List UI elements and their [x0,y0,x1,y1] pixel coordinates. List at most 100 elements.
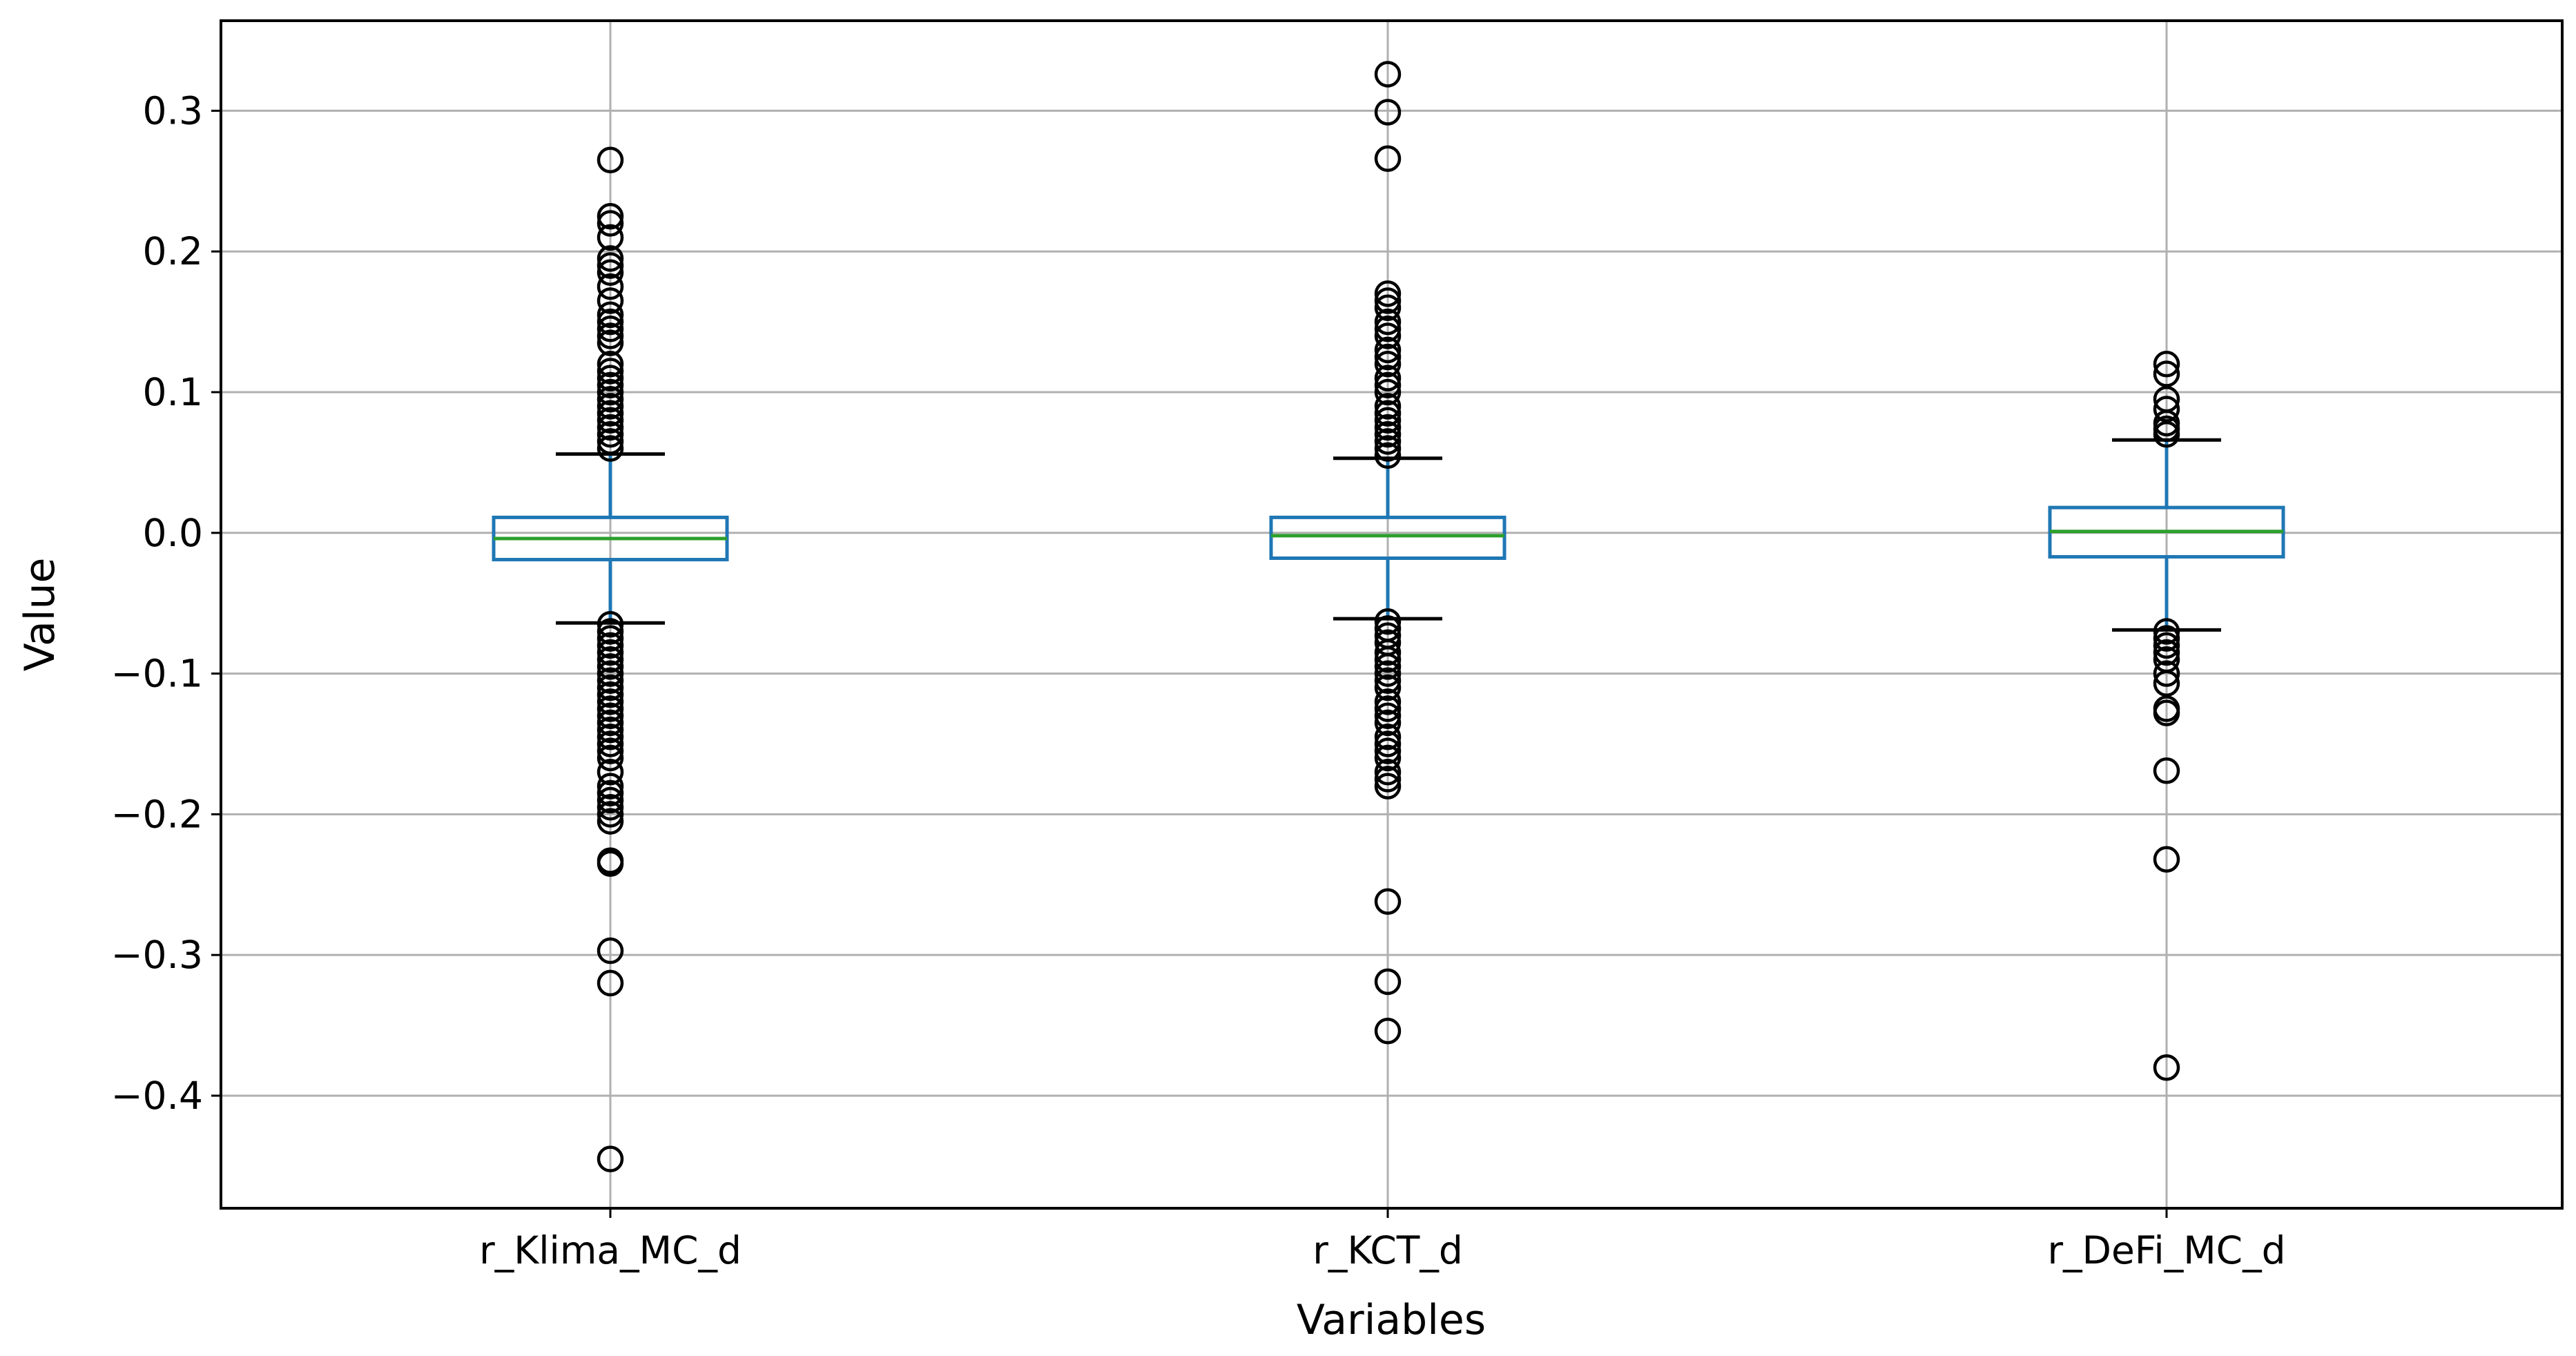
outlier-point [597,737,624,764]
outlier-point [597,252,624,279]
outlier-point [597,322,624,349]
outlier-point [597,695,624,722]
outlier-point [597,709,624,737]
outlier-point [597,365,624,391]
y-axis-label: Value [16,558,64,672]
outlier-point [1374,1017,1402,1045]
y-tick-label: 0.1 [143,370,203,414]
outlier-point [2153,639,2180,666]
outlier-point [597,801,624,828]
outlier-point [597,969,624,997]
y-tick-label: −0.2 [110,792,203,836]
box-group [2048,351,2285,1081]
outlier-point [1374,371,1402,399]
outlier-point [1374,316,1402,342]
outlier-point [597,724,624,750]
outlier-point [1374,61,1402,88]
outlier-point [597,730,624,757]
outlier-point [597,316,624,342]
outlier-point [2153,757,2180,784]
x-tick-label: r_DeFi_MC_d [2048,1228,2286,1272]
outlier-point [597,611,624,638]
outlier-point [1374,730,1402,757]
boxes [492,61,2285,1172]
outlier-point [597,435,624,462]
outlier-point [597,625,624,652]
outlier-point [1374,667,1402,695]
outlier-point [1374,744,1402,772]
outlier-point [597,639,624,666]
plot-area-frame [220,19,2564,1210]
x-tick-label: r_KCT_d [1313,1228,1463,1272]
outlier-point [1374,400,1402,427]
outlier-point [1374,737,1402,764]
outlier-point [597,358,624,385]
y-tick-label: −0.3 [110,933,203,977]
outlier-point [1374,709,1402,737]
outlier-point [2153,632,2180,659]
outlier-point [2153,846,2180,873]
outlier-point [597,378,624,406]
outlier-point [1374,442,1402,469]
outlier-point [597,702,624,729]
outlier-point [1374,414,1402,441]
y-tick-label: −0.1 [110,652,203,696]
outlier-point [597,850,624,877]
outlier-point [1374,308,1402,336]
outlier-point [1374,608,1402,635]
outlier-point [1374,766,1402,793]
outlier-point [1374,773,1402,800]
outlier-point [597,674,624,701]
outlier-point [2153,351,2180,378]
outlier-point [2153,625,2180,652]
outlier-point [1374,322,1402,349]
outlier-point [1374,145,1402,172]
outlier-point [1374,99,1402,126]
outlier-point [1374,758,1402,786]
outlier-point [1374,393,1402,420]
outlier-point [597,224,624,251]
outlier-point [597,618,624,645]
outlier-point [2153,420,2180,448]
outlier-point [597,301,624,329]
outlier-point [1374,365,1402,391]
outlier-point [597,428,624,455]
outlier-point [1374,294,1402,321]
outlier-point [1374,639,1402,666]
x-tick-label: r_Klima_MC_d [479,1228,742,1272]
outlier-point [1374,280,1402,307]
outlier-point [597,351,624,378]
outlier-point [597,407,624,434]
outlier-point [2153,1054,2180,1081]
outlier-point [597,667,624,695]
outlier-point [597,259,624,287]
outlier-point [2153,618,2180,645]
outlier-point [597,758,624,786]
outlier-point [597,773,624,800]
outlier-point [2153,396,2180,423]
outlier-point [1374,646,1402,673]
outlier-point [597,287,624,314]
outlier-point [1374,968,1402,996]
y-tick-label: 0.0 [143,511,203,555]
outlier-point [597,681,624,708]
outlier-point [597,793,624,821]
outlier-point [597,420,624,448]
outlier-point [597,744,624,772]
outlier-point [597,937,624,965]
outlier-point [1374,428,1402,455]
outlier-point [1374,674,1402,701]
outlier-point [1374,702,1402,729]
outlier-point [597,1145,624,1172]
outlier-point [1374,688,1402,715]
outlier-point [2153,670,2180,697]
outlier-point [597,646,624,673]
outlier-point [1374,724,1402,750]
outlier-point [1374,336,1402,364]
outlier-point [597,146,624,174]
outlier-point [597,385,624,413]
outlier-point [597,632,624,659]
x-axis-label: Variables [1297,1296,1486,1344]
